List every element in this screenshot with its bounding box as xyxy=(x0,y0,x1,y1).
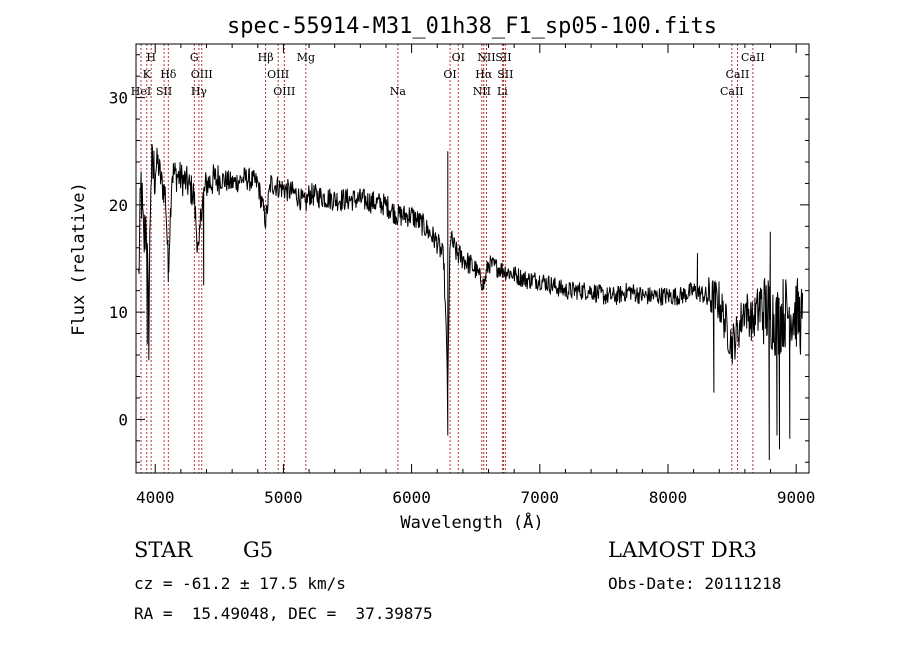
x-tick-label-0: 4000 xyxy=(136,488,175,507)
coordinates: RA = 15.49048, DEC = 37.39875 xyxy=(134,604,433,623)
line-label-19: SII xyxy=(497,68,513,81)
object-subclass: G5 xyxy=(243,538,274,562)
y-axis-ticks: 0 10 20 30 xyxy=(109,54,809,463)
plot-frame xyxy=(135,43,810,474)
line-labels: KH HeI SII Hδ G OIII Hγ Hβ OIII OIII Mg Na OI OI NII NI… xyxy=(131,51,765,98)
object-class: STAR xyxy=(134,538,193,562)
x-tick-label-4: 8000 xyxy=(649,488,688,507)
spectrum-line xyxy=(138,143,804,461)
redshift-cz: cz = -61.2 ± 17.5 km/s xyxy=(134,574,346,593)
line-label-2: HeI xyxy=(131,85,151,98)
line-label-9: OIII xyxy=(267,68,289,81)
line-label-15: NII xyxy=(473,85,491,98)
y-axis-label: Flux (relative) xyxy=(69,182,89,336)
x-axis-ticks: 4000 5000 6000 7000 8000 9000 xyxy=(136,44,815,507)
observation-date: Obs-Date: 20111218 xyxy=(608,574,782,593)
line-label-13: OI xyxy=(443,68,456,81)
line-label-8: Hβ xyxy=(258,51,274,64)
y-tick-label-0: 0 xyxy=(118,410,128,429)
line-label-4: Hδ xyxy=(160,68,177,81)
line-label-18: SII xyxy=(495,51,511,64)
chart-title: spec-55914-M31_01h38_F1_sp05-100.fits xyxy=(227,14,717,39)
x-axis-label: Wavelength (Å) xyxy=(400,511,543,533)
line-label-22: CaII xyxy=(726,68,750,81)
x-tick-label-5: 9000 xyxy=(777,488,816,507)
line-label-0: K xyxy=(143,68,152,81)
line-label-12: Na xyxy=(390,85,407,98)
x-tick-label-2: 6000 xyxy=(392,488,431,507)
line-label-16: NII xyxy=(477,51,495,64)
line-label-1: H xyxy=(146,51,156,64)
line-label-20: Li xyxy=(497,85,508,98)
survey-name: LAMOST DR3 xyxy=(608,538,757,562)
line-label-21: CaII xyxy=(720,85,744,98)
line-label-23: CaII xyxy=(741,51,765,64)
x-tick-label-3: 7000 xyxy=(521,488,560,507)
line-markers xyxy=(140,44,754,473)
y-tick-label-1: 10 xyxy=(109,303,128,322)
line-label-14: OI xyxy=(452,51,465,64)
line-label-17: Hα xyxy=(475,68,493,81)
line-label-10: OIII xyxy=(273,85,295,98)
y-tick-label-3: 30 xyxy=(109,89,128,108)
line-label-7: Hγ xyxy=(191,85,208,98)
x-tick-label-1: 5000 xyxy=(264,488,303,507)
line-label-11: Mg xyxy=(297,51,315,64)
y-tick-label-2: 20 xyxy=(109,196,128,215)
line-label-6: OIII xyxy=(191,68,213,81)
line-label-5: G xyxy=(190,51,199,64)
line-label-3: SII xyxy=(156,85,172,98)
